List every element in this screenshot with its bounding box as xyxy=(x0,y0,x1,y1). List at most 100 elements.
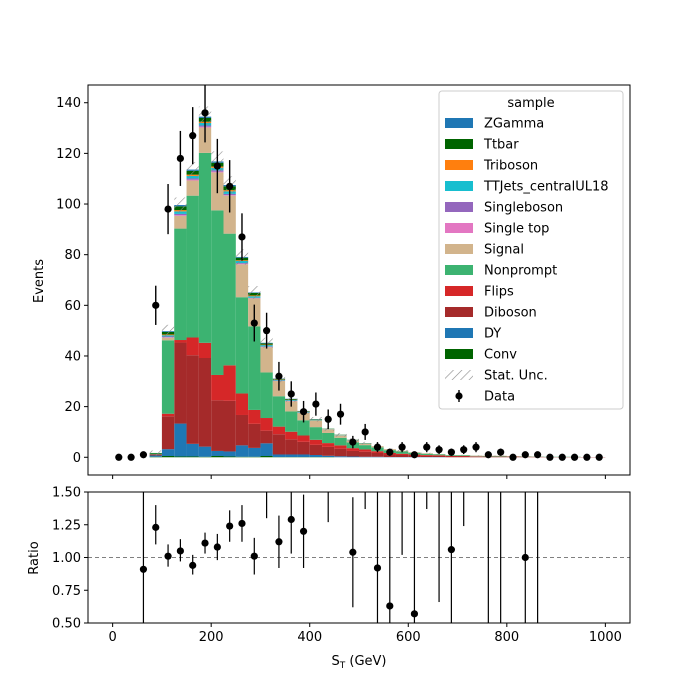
bar xyxy=(174,215,187,216)
ratio-point xyxy=(189,561,197,569)
bar xyxy=(235,414,249,446)
data-point xyxy=(484,451,492,459)
ratio-point xyxy=(164,552,172,560)
legend-items: ZGamma Ttbar Triboson TTJets_centralUL18 Sin… xyxy=(445,117,609,405)
data-point xyxy=(472,443,480,451)
bar xyxy=(457,456,470,458)
legend-label: Ttbar xyxy=(483,138,519,153)
data-point xyxy=(398,443,406,451)
series-nonprompt xyxy=(149,152,581,458)
legend-label: Diboson xyxy=(484,306,537,321)
bar xyxy=(309,444,323,455)
stat-unc-bin xyxy=(149,450,162,456)
data-point xyxy=(189,132,197,140)
legend-label: Stat. Unc. xyxy=(484,369,548,384)
x-tick-label: 0 xyxy=(108,630,116,645)
data-point xyxy=(546,453,554,461)
legend-item: Nonprompt xyxy=(445,264,557,279)
data-point xyxy=(570,453,579,461)
bar xyxy=(420,455,433,458)
data-point xyxy=(287,390,295,398)
bar xyxy=(235,445,249,457)
legend-box xyxy=(438,90,624,410)
ratio-axes: 0.50 0.75 1.00 1.25 1.50 0 200 400 600 800 1000 xyxy=(52,486,622,646)
y-tick-label: 60 xyxy=(64,299,81,314)
legend-title: sample xyxy=(507,96,554,111)
bar xyxy=(494,456,507,457)
bar xyxy=(272,396,286,427)
legend-label: Data xyxy=(484,390,515,405)
legend-item: Diboson xyxy=(445,306,537,321)
main-plot-frame xyxy=(87,84,631,476)
bar xyxy=(395,454,409,458)
bar xyxy=(322,446,335,456)
bar xyxy=(322,455,335,458)
ratio-point xyxy=(176,547,184,555)
bar xyxy=(211,400,224,451)
legend-item: Flips xyxy=(445,285,514,300)
x-tick-label: 800 xyxy=(494,630,519,645)
ratio-y-tick-label: 0.50 xyxy=(52,617,81,632)
bar xyxy=(161,337,175,341)
bar xyxy=(235,297,249,394)
bar xyxy=(186,443,199,457)
bar xyxy=(420,453,433,455)
bar xyxy=(186,178,199,180)
legend-swatch xyxy=(445,265,473,275)
bar xyxy=(309,439,323,445)
bar xyxy=(186,180,199,196)
legend-item: Signal xyxy=(445,243,524,258)
ratio-plot-frame xyxy=(87,491,631,624)
series-flips xyxy=(161,337,544,458)
data-point xyxy=(497,448,505,456)
legend-label: TTJets_centralUL18 xyxy=(483,180,609,195)
ratio-y-tick-label: 1.00 xyxy=(52,551,81,566)
bar xyxy=(174,456,187,458)
stat-unc-bin xyxy=(420,452,433,454)
stat-unc-bin xyxy=(457,454,470,456)
bar xyxy=(469,456,483,458)
legend-label: DY xyxy=(484,327,501,342)
bar xyxy=(235,456,249,458)
bar xyxy=(248,423,261,448)
bar xyxy=(186,337,199,356)
data-point xyxy=(127,453,135,461)
bar xyxy=(346,448,359,451)
data-point xyxy=(336,410,345,418)
data-point xyxy=(349,438,357,446)
data-point xyxy=(509,453,517,461)
bar xyxy=(198,152,212,343)
ratio-point xyxy=(447,546,455,554)
ratio-y-tick-label: 1.25 xyxy=(52,518,81,533)
series-diboson xyxy=(149,342,606,458)
legend-label: Signal xyxy=(484,243,524,258)
stat-unc-bin xyxy=(359,441,372,445)
ratio-panel: 0.50 0.75 1.00 1.25 1.50 0 200 400 600 800 1000 Ra… xyxy=(27,486,631,671)
bar xyxy=(223,233,236,366)
bar xyxy=(235,393,249,415)
legend-label: Triboson xyxy=(483,159,538,174)
legend-swatch xyxy=(445,244,473,254)
legend-label: Conv xyxy=(484,348,517,363)
legend-item: Ttbar xyxy=(445,138,519,153)
bar xyxy=(260,372,273,419)
ratio-point xyxy=(250,552,258,560)
bar xyxy=(223,456,236,458)
bar xyxy=(457,456,470,457)
bar xyxy=(186,456,199,458)
legend-item: DY xyxy=(445,327,501,342)
legend-label: Single top xyxy=(484,222,549,237)
legend-swatch xyxy=(445,286,473,296)
ratio-y-tick-label: 0.75 xyxy=(52,584,81,599)
legend-swatch xyxy=(445,139,473,149)
bar xyxy=(432,455,446,457)
bar xyxy=(359,451,372,457)
bar xyxy=(211,210,224,375)
bar xyxy=(248,447,261,457)
bar xyxy=(297,454,310,458)
series-data xyxy=(115,85,603,461)
data-point xyxy=(176,154,184,163)
main-y-axis-label: Events xyxy=(32,259,47,303)
main-plot-marks xyxy=(115,85,606,461)
bar xyxy=(469,455,483,457)
